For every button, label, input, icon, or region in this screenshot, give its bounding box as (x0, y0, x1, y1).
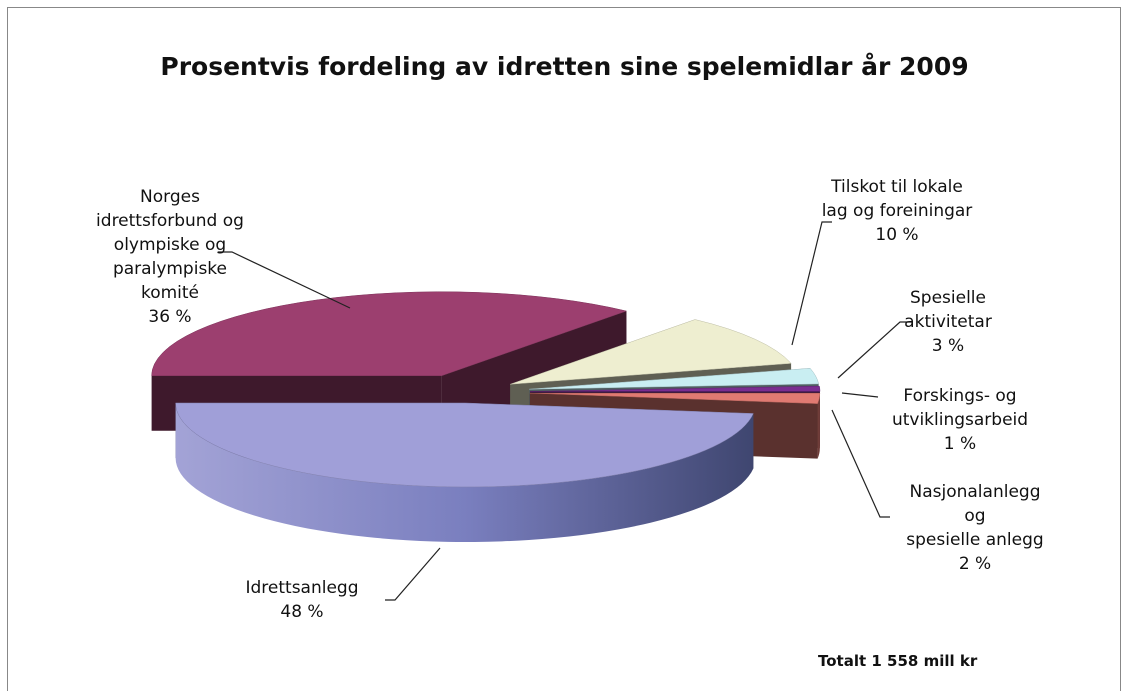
category-label: Norges idrettsforbund og olympiske og pa… (96, 187, 244, 303)
chart-title: Prosentvis fordeling av idretten sine sp… (160, 52, 969, 81)
category-label: Nasjonalanlegg og spesielle anlegg (906, 482, 1044, 550)
slice (529, 392, 821, 404)
slice-label: Spesielle aktivitetar 3 % (904, 286, 992, 358)
leader-line (831, 409, 890, 518)
slice (175, 402, 754, 488)
leader-line (218, 251, 351, 309)
value-label: 2 % (958, 554, 992, 574)
slice-side (817, 393, 820, 459)
slice-label: Idrettsanlegg 48 % (245, 576, 358, 624)
value-label: 1 % (943, 434, 977, 454)
leader-line (837, 321, 913, 379)
slice (151, 291, 628, 377)
slice-label: Nasjonalanlegg og spesielle anlegg 2 % (898, 480, 1052, 576)
pie (151, 291, 821, 542)
value-label: 10 % (875, 225, 919, 245)
category-label: Idrettsanlegg (245, 578, 359, 598)
value-label: 48 % (280, 602, 324, 622)
value-label: 36 % (148, 307, 192, 327)
leader-line (385, 547, 441, 601)
category-label: Forskings- og utviklingsarbeid (891, 386, 1029, 430)
annotation: Totalt 1 558 mill kr (818, 652, 978, 670)
slice-label: Norges idrettsforbund og olympiske og pa… (96, 185, 244, 329)
leaders (218, 221, 913, 601)
frame (7, 7, 1121, 691)
value-label: 3 % (931, 336, 965, 356)
slice-label: Tilskot til lokale lag og foreiningar 10 … (822, 175, 973, 247)
category-label: Tilskot til lokale lag og foreiningar (821, 177, 973, 221)
slice-side (175, 402, 754, 542)
slice (510, 319, 792, 385)
slice-label: Forskings- og utviklingsarbeid 1 % (892, 384, 1028, 456)
leader-line (791, 221, 832, 346)
slice (529, 385, 821, 392)
leader-line (841, 392, 879, 398)
slice (529, 368, 819, 390)
category-label: Spesielle aktivitetar (904, 288, 992, 332)
slice-wall (441, 311, 627, 431)
